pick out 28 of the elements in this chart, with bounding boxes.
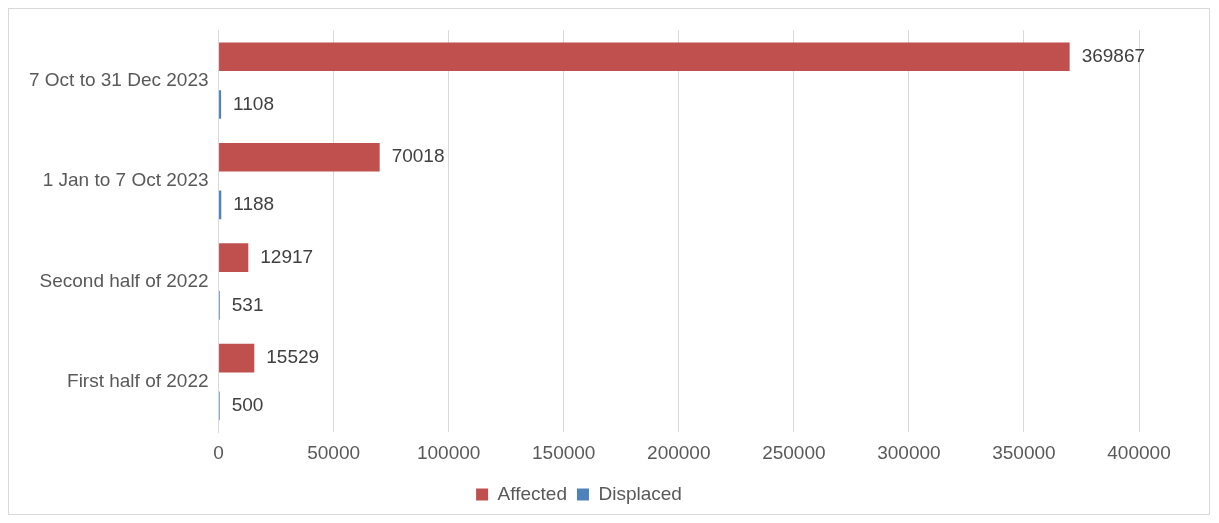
legend-label: Displaced: [598, 482, 682, 504]
bar: [219, 90, 222, 119]
bar: [219, 243, 249, 272]
x-tick-label: 50000: [307, 441, 361, 463]
x-tick-label: 200000: [647, 441, 711, 463]
data-label: 1188: [233, 193, 275, 215]
data-label: 15529: [266, 346, 320, 368]
y-tick-label: Second half of 2022: [39, 269, 209, 291]
y-tick-label: 1 Jan to 7 Oct 2023: [42, 169, 209, 191]
data-label: 70018: [391, 145, 445, 167]
x-tick-label: 400000: [1107, 441, 1171, 463]
data-label: 500: [231, 394, 264, 416]
x-tick-label: 350000: [992, 441, 1056, 463]
legend-label: Affected: [497, 482, 567, 504]
y-tick-label: 7 Oct to 31 Dec 2023: [28, 68, 209, 90]
x-tick-label: 300000: [877, 441, 941, 463]
data-label: 1108: [233, 92, 274, 114]
data-label: 531: [231, 293, 264, 315]
data-label: 12917: [260, 245, 314, 267]
bar: [219, 343, 255, 373]
data-label: 369867: [1081, 45, 1146, 66]
x-tick-label: 250000: [762, 441, 826, 463]
x-tick-label: 100000: [416, 441, 481, 463]
x-tick-label: 0: [213, 441, 224, 463]
bar: [219, 42, 1070, 72]
x-tick-label: 150000: [532, 441, 596, 463]
y-tick-label: First half of 2022: [67, 370, 209, 392]
bar: [219, 142, 380, 172]
